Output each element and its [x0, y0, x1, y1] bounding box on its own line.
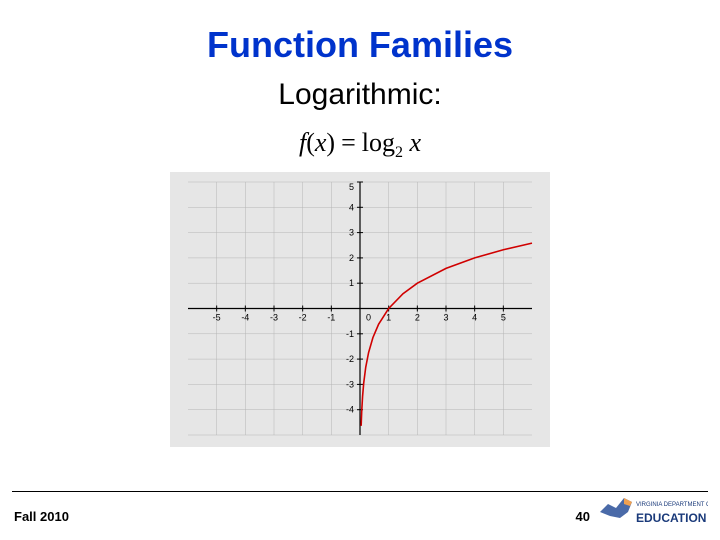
slide: Function Families Logarithmic: f(x)=log2… — [0, 0, 720, 540]
log-chart: -5 -4 -3 -2 -1 1 2 3 4 5 0 -4 -3 -2 -1 1 2 3 4 5 — [170, 172, 550, 447]
svg-text:2: 2 — [349, 253, 354, 263]
slide-subtitle: Logarithmic: — [0, 78, 720, 112]
logo-text-main: EDUCATION — [636, 511, 706, 525]
svg-text:-1: -1 — [327, 313, 335, 323]
svg-text:3: 3 — [443, 313, 448, 323]
svg-text:-3: -3 — [270, 313, 278, 323]
formula-eq: = — [335, 128, 362, 157]
formula-var: x — [315, 128, 327, 157]
svg-text:3: 3 — [349, 228, 354, 238]
svg-text:5: 5 — [349, 182, 354, 192]
svg-text:-3: -3 — [346, 379, 354, 389]
footer-date: Fall 2010 — [14, 509, 69, 524]
virginia-shape-icon — [600, 498, 632, 518]
page-number: 40 — [576, 509, 590, 524]
formula-rparen: ) — [326, 128, 335, 157]
svg-text:-4: -4 — [346, 405, 354, 415]
svg-text:5: 5 — [501, 313, 506, 323]
vdoe-logo: VIRGINIA DEPARTMENT OF EDUCATION — [598, 492, 708, 534]
svg-text:-1: -1 — [346, 329, 354, 339]
slide-title: Function Families — [0, 24, 720, 66]
formula-log: log — [362, 128, 395, 157]
formula: f(x)=log2 x — [0, 128, 720, 162]
svg-text:4: 4 — [349, 202, 354, 212]
formula-base: 2 — [395, 144, 403, 161]
svg-text:-5: -5 — [213, 313, 221, 323]
svg-text:-2: -2 — [346, 354, 354, 364]
svg-text:4: 4 — [472, 313, 477, 323]
svg-text:1: 1 — [386, 313, 391, 323]
svg-text:-4: -4 — [241, 313, 249, 323]
svg-text:-2: -2 — [299, 313, 307, 323]
svg-text:1: 1 — [349, 278, 354, 288]
svg-text:0: 0 — [366, 313, 371, 323]
formula-lparen: ( — [306, 128, 315, 157]
chart-svg: -5 -4 -3 -2 -1 1 2 3 4 5 0 -4 -3 -2 -1 1 2 3 4 5 — [170, 172, 550, 447]
svg-text:2: 2 — [415, 313, 420, 323]
logo-text-top: VIRGINIA DEPARTMENT OF — [636, 502, 708, 508]
logo-svg: VIRGINIA DEPARTMENT OF EDUCATION — [598, 492, 708, 534]
formula-arg: x — [409, 128, 421, 157]
